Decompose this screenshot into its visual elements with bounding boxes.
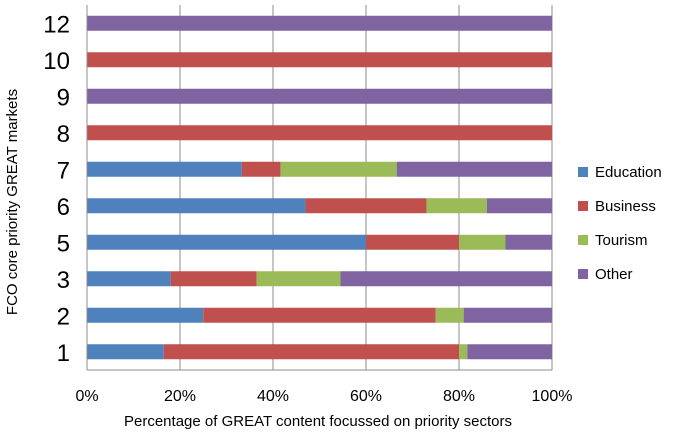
- category-label: 1: [57, 340, 70, 367]
- y-axis-title: FCO core priority GREAT markets: [4, 89, 21, 315]
- x-tick-labels: 0% 20% 40% 60% 80% 100%: [75, 388, 572, 405]
- x-tick-label: 60%: [350, 388, 382, 405]
- category-labels: 12 10 9 8 7 6 5 3 2 1: [43, 11, 70, 367]
- bar-segment-education: [87, 234, 366, 250]
- x-tick-label: 40%: [257, 388, 289, 405]
- x-axis-title: Percentage of GREAT content focussed on …: [124, 413, 512, 430]
- category-label: 5: [57, 230, 70, 257]
- legend-label-education: Education: [595, 164, 662, 181]
- x-tick-label: 80%: [443, 388, 475, 405]
- legend: Education Business Tourism Other: [578, 164, 662, 283]
- bar-segment-education: [87, 198, 306, 214]
- bar-segment-other: [396, 161, 552, 177]
- bar-segment-business: [241, 161, 281, 177]
- legend-swatch-tourism: [578, 235, 588, 245]
- bar-segment-business: [203, 307, 436, 323]
- category-label: 9: [57, 84, 70, 111]
- bar-segment-tourism: [280, 161, 397, 177]
- bar-segment-tourism: [459, 234, 506, 250]
- category-label: 10: [43, 48, 70, 75]
- bar-segment-education: [87, 161, 242, 177]
- legend-swatch-education: [578, 167, 588, 177]
- legend-label-tourism: Tourism: [595, 232, 648, 249]
- category-label: 12: [43, 11, 70, 38]
- x-tick-label: 20%: [164, 388, 196, 405]
- bar-segment-business: [87, 125, 552, 141]
- bar-segment-tourism: [459, 344, 468, 360]
- bar-segment-other: [486, 198, 552, 214]
- bar-segment-business: [170, 271, 257, 287]
- bar-segment-business: [366, 234, 459, 250]
- legend-swatch-other: [578, 269, 588, 279]
- x-tick-label: 0%: [75, 388, 98, 405]
- bar-segment-education: [87, 271, 171, 287]
- axes: [86, 5, 552, 371]
- category-label: 8: [57, 121, 70, 148]
- bar-segment-business: [87, 52, 552, 68]
- category-label: 6: [57, 194, 70, 221]
- bar-segment-other: [463, 307, 552, 323]
- bar-segment-education: [87, 344, 164, 360]
- category-label: 7: [57, 157, 70, 184]
- bar-segment-education: [87, 307, 204, 323]
- bar-segment-other: [505, 234, 552, 250]
- category-label: 3: [57, 267, 70, 294]
- bar-segment-business: [305, 198, 427, 214]
- bars: [87, 15, 552, 360]
- bar-segment-other: [467, 344, 552, 360]
- legend-swatch-business: [578, 201, 588, 211]
- category-label: 2: [57, 303, 70, 330]
- bar-segment-other: [87, 88, 552, 104]
- bar-segment-tourism: [256, 271, 341, 287]
- legend-label-business: Business: [595, 198, 656, 215]
- bar-segment-other: [87, 15, 552, 31]
- bar-segment-tourism: [426, 198, 487, 214]
- legend-label-other: Other: [595, 266, 633, 283]
- bar-segment-tourism: [435, 307, 464, 323]
- x-tick-label: 100%: [532, 388, 573, 405]
- bar-segment-business: [163, 344, 459, 360]
- bar-segment-other: [340, 271, 552, 287]
